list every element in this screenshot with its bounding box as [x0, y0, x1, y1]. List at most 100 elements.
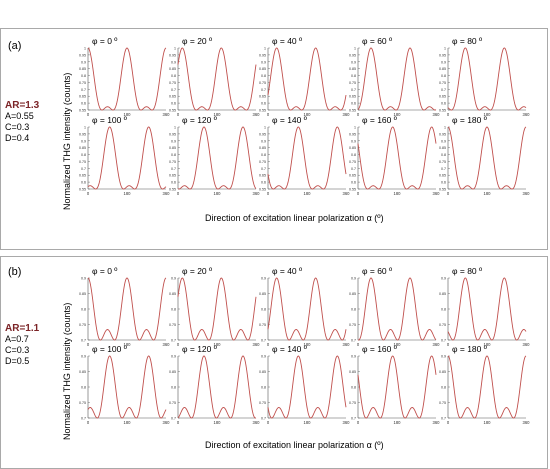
subplot-title-pb-100: φ = 100 º: [92, 344, 127, 354]
y-tick-label-pa-20-2: 0.65: [169, 95, 176, 99]
y-tick-label-pa-0-6: 0.85: [79, 67, 86, 71]
x-tick-label-pb-60-1: 180: [394, 342, 402, 347]
subplot-title-pb-0: φ = 0 º: [92, 266, 117, 276]
x-tick-label-pa-160-2: 360: [433, 191, 441, 196]
panel-b-label: (b): [8, 266, 22, 278]
y-tick-label-pb-180-2: 0.8: [441, 386, 446, 390]
x-tick-label-pa-100-1: 180: [124, 191, 132, 196]
y-tick-label-pa-140-2: 0.65: [259, 174, 266, 178]
y-tick-label-pb-80-1: 0.75: [439, 323, 446, 327]
y-tick-label-pa-20-9: 1: [174, 47, 176, 51]
x-tick-label-pa-80-0: 0: [447, 112, 450, 117]
y-tick-label-pb-160-0: 0.7: [351, 417, 356, 421]
y-tick-label-pa-40-2: 0.65: [259, 95, 266, 99]
panel-a: [0, 28, 548, 250]
x-tick-label-pa-60-1: 180: [394, 112, 402, 117]
x-tick-label-pb-180-0: 0: [447, 420, 450, 425]
x-tick-label-pb-20-2: 360: [253, 342, 261, 347]
x-tick-label-pa-120-0: 0: [177, 191, 180, 196]
y-tick-label-pa-180-6: 0.85: [439, 146, 446, 150]
y-tick-label-pa-120-8: 0.95: [169, 132, 176, 136]
y-tick-label-pb-120-0: 0.7: [171, 417, 176, 421]
y-tick-label-pa-180-2: 0.65: [439, 174, 446, 178]
series-line-pa-60: [357, 47, 437, 111]
y-tick-label-pa-60-4: 0.75: [349, 81, 356, 85]
y-tick-label-pa-80-2: 0.65: [439, 95, 446, 99]
x-tick-label-pb-160-0: 0: [357, 420, 360, 425]
y-tick-label-pa-160-3: 0.7: [351, 167, 356, 171]
series-line-pb-140: [267, 355, 347, 419]
y-tick-label-pa-140-0: 0.55: [259, 188, 266, 192]
y-tick-label-pa-100-3: 0.7: [81, 167, 86, 171]
y-tick-label-pb-0-3: 0.85: [79, 292, 86, 296]
y-tick-label-pa-180-8: 0.95: [439, 132, 446, 136]
y-tick-label-pa-40-3: 0.7: [261, 88, 266, 92]
x-tick-label-pb-0-2: 360: [163, 342, 171, 347]
y-tick-label-pa-120-6: 0.85: [169, 146, 176, 150]
y-tick-label-pa-80-8: 0.95: [439, 53, 446, 57]
y-tick-label-pa-0-3: 0.7: [81, 88, 86, 92]
y-tick-label-pb-160-4: 0.9: [351, 355, 356, 359]
y-tick-label-pa-100-6: 0.85: [79, 146, 86, 150]
x-tick-label-pb-160-2: 360: [433, 420, 441, 425]
subplot-title-pa-120: φ = 120 º: [182, 115, 217, 125]
panel-a-label: (a): [8, 40, 22, 52]
y-tick-label-pa-120-0: 0.55: [169, 188, 176, 192]
y-tick-label-pa-120-4: 0.75: [169, 160, 176, 164]
y-tick-label-pa-20-1: 0.6: [171, 102, 176, 106]
y-tick-label-pa-20-0: 0.55: [169, 109, 176, 113]
subplot-title-pb-20: φ = 20 º: [182, 266, 212, 276]
y-tick-label-pb-120-3: 0.85: [169, 370, 176, 374]
y-tick-label-pa-40-7: 0.9: [261, 60, 266, 64]
panel-a-param-c: C=0.3: [5, 122, 30, 132]
y-tick-label-pb-0-1: 0.75: [79, 323, 86, 327]
y-tick-label-pb-140-2: 0.8: [261, 386, 266, 390]
y-tick-label-pa-80-3: 0.7: [441, 88, 446, 92]
x-tick-label-pb-60-2: 360: [433, 342, 441, 347]
subplot-title-pa-80: φ = 80 º: [452, 36, 482, 46]
x-tick-label-pb-180-2: 360: [523, 420, 531, 425]
y-tick-label-pb-60-1: 0.75: [349, 323, 356, 327]
series-line-pb-100: [87, 355, 167, 419]
y-tick-label-pa-180-3: 0.7: [441, 167, 446, 171]
y-tick-label-pa-60-8: 0.95: [349, 53, 356, 57]
y-tick-label-pa-120-5: 0.8: [171, 153, 176, 157]
y-tick-label-pb-40-0: 0.7: [261, 339, 266, 343]
subplot-title-pb-80: φ = 80 º: [452, 266, 482, 276]
y-tick-label-pa-100-1: 0.6: [81, 181, 86, 185]
x-tick-label-pa-100-0: 0: [87, 191, 90, 196]
x-tick-label-pa-0-1: 180: [124, 112, 132, 117]
x-tick-label-pb-140-2: 360: [343, 420, 351, 425]
series-line-pb-80: [447, 277, 527, 341]
x-tick-label-pb-0-1: 180: [124, 342, 132, 347]
subplot-title-pb-180: φ = 180 º: [452, 344, 487, 354]
y-tick-label-pb-120-1: 0.75: [169, 401, 176, 405]
y-tick-label-pa-160-4: 0.75: [349, 160, 356, 164]
y-tick-label-pa-140-6: 0.85: [259, 146, 266, 150]
panel-a-ar: AR=1.3: [5, 100, 40, 111]
y-tick-label-pa-160-7: 0.9: [351, 139, 356, 143]
y-tick-label-pa-20-3: 0.7: [171, 88, 176, 92]
panel-b-xlabel: Direction of excitation linear polarizat…: [205, 440, 384, 450]
series-line-pa-40: [267, 47, 347, 111]
y-tick-label-pa-180-0: 0.55: [439, 188, 446, 192]
y-tick-label-pa-80-7: 0.9: [441, 60, 446, 64]
y-tick-label-pa-180-4: 0.75: [439, 160, 446, 164]
series-line-pb-40: [267, 277, 347, 341]
y-tick-label-pa-100-8: 0.95: [79, 132, 86, 136]
subplot-title-pa-40: φ = 40 º: [272, 36, 302, 46]
y-tick-label-pb-140-4: 0.9: [261, 355, 266, 359]
y-tick-label-pb-180-1: 0.75: [439, 401, 446, 405]
x-tick-label-pb-40-0: 0: [267, 342, 270, 347]
y-tick-label-pa-140-8: 0.95: [259, 132, 266, 136]
y-tick-label-pa-0-8: 0.95: [79, 53, 86, 57]
y-tick-label-pb-100-2: 0.8: [81, 386, 86, 390]
y-tick-label-pa-80-0: 0.55: [439, 109, 446, 113]
subplot-title-pa-160: φ = 160 º: [362, 115, 397, 125]
x-tick-label-pa-0-0: 0: [87, 112, 90, 117]
y-tick-label-pa-60-1: 0.6: [351, 102, 356, 106]
y-tick-label-pa-120-3: 0.7: [171, 167, 176, 171]
x-tick-label-pa-60-0: 0: [357, 112, 360, 117]
y-tick-label-pa-100-2: 0.65: [79, 174, 86, 178]
y-tick-label-pb-20-2: 0.8: [171, 308, 176, 312]
